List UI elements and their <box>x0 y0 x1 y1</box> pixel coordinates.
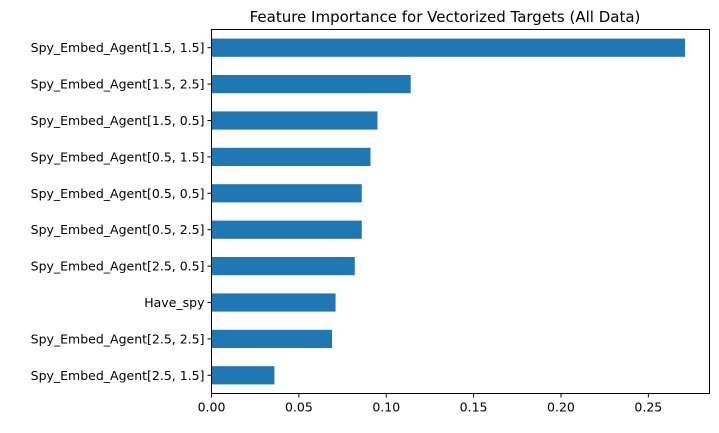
y-tick-label: Spy_Embed_Agent[1.5, 2.5] <box>31 77 205 92</box>
y-tick-label: Spy_Embed_Agent[0.5, 1.5] <box>31 149 205 164</box>
y-tick-label: Spy_Embed_Agent[2.5, 2.5] <box>31 331 205 346</box>
bar <box>211 147 371 166</box>
bar <box>211 75 411 94</box>
x-tick-label: 0.20 <box>547 400 575 415</box>
y-tick-label: Spy_Embed_Agent[1.5, 0.5] <box>31 113 205 128</box>
y-axis: Spy_Embed_Agent[1.5, 1.5] Spy_Embed_Agent… <box>31 40 212 383</box>
bar <box>211 111 378 130</box>
y-tick-label: Spy_Embed_Agent[2.5, 0.5] <box>31 259 205 274</box>
bar <box>211 366 275 385</box>
x-tick-label: 0.00 <box>198 400 226 415</box>
bar <box>211 220 362 239</box>
bars-group <box>211 38 686 385</box>
bar <box>211 184 362 203</box>
x-axis: 0.00 0.05 0.10 0.15 0.20 0.25 <box>198 393 662 415</box>
y-tick-label: Spy_Embed_Agent[2.5, 1.5] <box>31 368 205 383</box>
y-tick-label: Have_spy <box>144 295 205 310</box>
y-tick-label: Spy_Embed_Agent[0.5, 2.5] <box>31 222 205 237</box>
chart-title: Feature Importance for Vectorized Target… <box>250 8 641 26</box>
plot-frame <box>211 29 710 394</box>
x-tick-label: 0.05 <box>285 400 313 415</box>
x-tick-label: 0.25 <box>634 400 662 415</box>
bar <box>211 293 336 312</box>
x-tick-label: 0.10 <box>372 400 400 415</box>
y-tick-label: Spy_Embed_Agent[0.5, 0.5] <box>31 186 205 201</box>
y-tick-label: Spy_Embed_Agent[1.5, 1.5] <box>31 40 205 55</box>
bar <box>211 38 686 57</box>
bar <box>211 257 355 276</box>
bar <box>211 329 333 348</box>
x-tick-label: 0.15 <box>460 400 488 415</box>
